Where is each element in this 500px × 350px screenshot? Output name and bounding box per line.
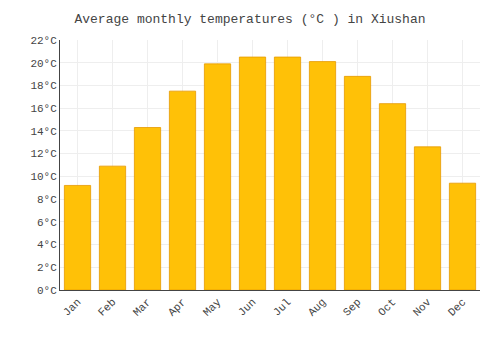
svg-text:22°C: 22°C <box>30 35 57 47</box>
svg-text:6°C: 6°C <box>37 217 57 229</box>
svg-text:2°C: 2°C <box>37 262 57 274</box>
svg-text:18°C: 18°C <box>30 80 57 92</box>
svg-text:Feb: Feb <box>96 296 118 318</box>
svg-text:Nov: Nov <box>411 296 434 319</box>
svg-text:4°C: 4°C <box>37 239 57 251</box>
svg-text:Average monthly temperatures (: Average monthly temperatures (°C ) in Xi… <box>74 12 425 27</box>
svg-text:Apr: Apr <box>166 296 188 318</box>
svg-text:12°C: 12°C <box>30 148 57 160</box>
svg-text:0°C: 0°C <box>37 285 57 297</box>
svg-text:14°C: 14°C <box>30 126 57 138</box>
svg-text:Jun: Jun <box>236 296 258 318</box>
svg-text:Oct: Oct <box>376 296 398 318</box>
svg-text:10°C: 10°C <box>30 171 57 183</box>
svg-text:20°C: 20°C <box>30 58 57 70</box>
svg-text:Dec: Dec <box>446 296 468 318</box>
svg-text:16°C: 16°C <box>30 103 57 115</box>
svg-text:Sep: Sep <box>341 296 363 318</box>
svg-text:Jul: Jul <box>271 296 293 318</box>
svg-text:May: May <box>201 296 224 319</box>
svg-text:Mar: Mar <box>131 296 153 318</box>
svg-text:Aug: Aug <box>306 296 328 318</box>
svg-text:8°C: 8°C <box>37 194 57 206</box>
svg-text:Jan: Jan <box>61 296 83 318</box>
